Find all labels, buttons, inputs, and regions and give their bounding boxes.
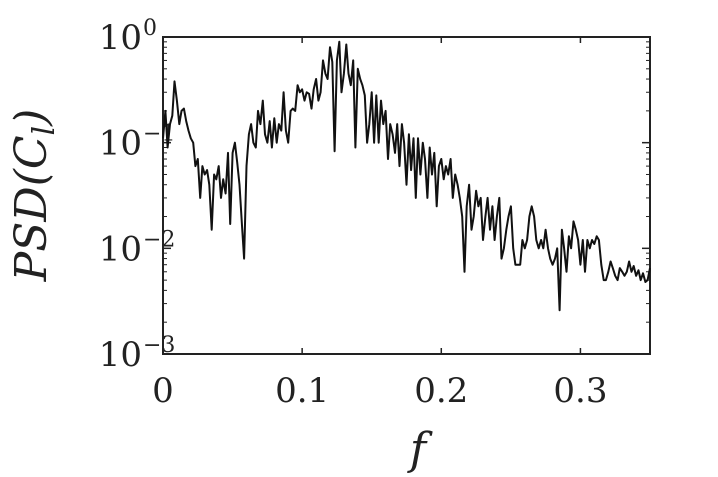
y-tick-base: 10 bbox=[99, 335, 142, 375]
x-tick-label: 0.1 bbox=[275, 371, 329, 411]
y-axis-label-main: PSD(C bbox=[6, 135, 57, 282]
y-tick-label: 10 bbox=[99, 18, 142, 58]
y-axis-label-close: ) bbox=[6, 109, 57, 127]
y-tick-base: 10 bbox=[99, 124, 142, 164]
x-tick-label: 0 bbox=[152, 371, 174, 411]
y-axis-label-subscript: l bbox=[27, 126, 62, 136]
x-axis-label-text: f bbox=[407, 424, 433, 475]
y-tick-exponent: 0 bbox=[143, 16, 157, 41]
y-tick-label: 10 bbox=[99, 124, 142, 164]
x-tick-label: 0.3 bbox=[553, 371, 607, 411]
y-axis-label: PSD(Cl) bbox=[6, 109, 62, 283]
y-tick-exponent: −2 bbox=[143, 227, 175, 252]
tick-marks bbox=[162, 36, 650, 355]
y-tick-label: 10 bbox=[99, 335, 142, 375]
plot-frame bbox=[162, 36, 651, 355]
x-axis-label: f bbox=[407, 424, 433, 475]
y-tick-base: 10 bbox=[99, 229, 142, 269]
y-tick-base: 10 bbox=[99, 18, 142, 58]
x-tick-labels: 0 0.1 0.2 0.3 bbox=[152, 371, 607, 411]
y-tick-exponent: −3 bbox=[143, 333, 175, 358]
x-tick-label: 0.2 bbox=[414, 371, 468, 411]
y-tick-label: 10 bbox=[99, 229, 142, 269]
psd-series-line bbox=[162, 40, 651, 312]
